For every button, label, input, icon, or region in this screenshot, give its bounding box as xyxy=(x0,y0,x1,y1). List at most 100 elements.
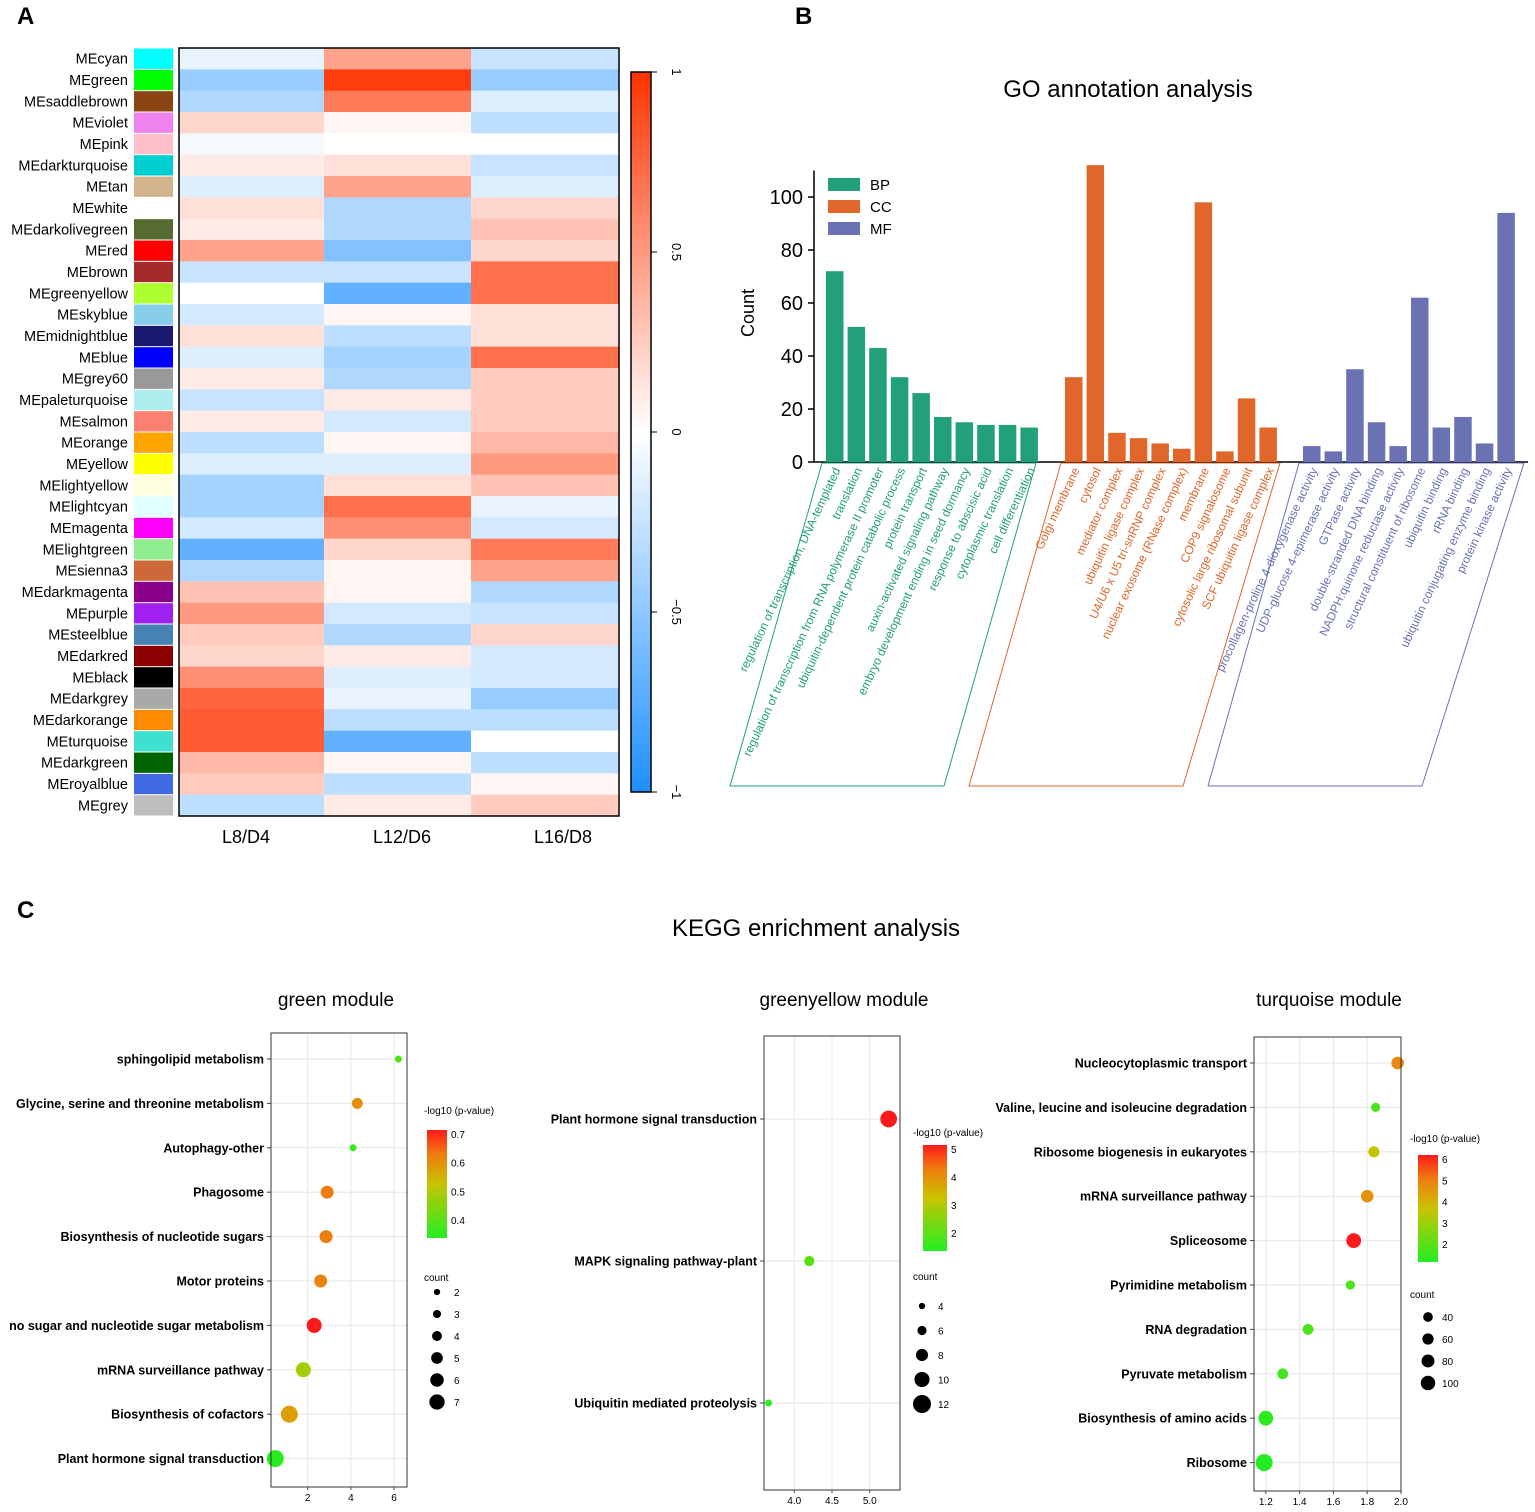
heatmap-cell xyxy=(179,517,325,540)
kegg-color-legend-tick: 5 xyxy=(951,1145,957,1156)
module-color-swatch xyxy=(134,240,173,261)
kegg-size-legend-label: 2 xyxy=(454,1288,460,1299)
kegg-plot: green module sphingolipid metabolism Glyci… xyxy=(9,990,494,1504)
go-bar xyxy=(1259,427,1277,462)
kegg-size-legend-dot xyxy=(432,1331,442,1341)
heatmap-cell xyxy=(179,773,325,796)
kegg-color-legend-bar xyxy=(1418,1155,1438,1262)
heatmap-row-label: MEorange xyxy=(61,436,128,452)
heatmap-cell xyxy=(324,538,472,561)
heatmap-cell xyxy=(179,666,325,689)
module-color-swatch xyxy=(134,453,173,475)
heatmap-column-label: L8/D4 xyxy=(222,827,270,847)
kegg-pathway-label: Valine, leucine and isoleucine degradati… xyxy=(996,1101,1247,1115)
heatmap-cell xyxy=(471,453,620,476)
heatmap-cell xyxy=(471,474,620,497)
kegg-size-legend-dot xyxy=(430,1373,444,1387)
heatmap-row-label: MEbrown xyxy=(67,265,128,281)
heatmap-cell xyxy=(471,176,620,198)
heatmap-column-label: L16/D8 xyxy=(534,827,592,847)
kegg-size-legend-title: count xyxy=(424,1273,449,1284)
heatmap-row-label: MEblue xyxy=(79,350,128,366)
module-color-swatch xyxy=(134,688,173,709)
heatmap-cell xyxy=(471,197,620,220)
kegg-size-legend-label: 100 xyxy=(1442,1379,1459,1390)
heatmap-row-label: MEgreenyellow xyxy=(29,286,129,302)
kegg-size-legend-dot xyxy=(1423,1312,1433,1322)
go-bar xyxy=(998,424,1017,462)
heatmap-row-label: MEdarkgrey xyxy=(50,692,129,708)
go-bar xyxy=(1432,427,1451,462)
heatmap-cell xyxy=(324,666,472,689)
go-chart-title: GO annotation analysis xyxy=(1003,76,1252,103)
heatmap-cell xyxy=(324,282,472,305)
heatmap-colorbar-gradient xyxy=(630,71,652,793)
heatmap-cell xyxy=(179,752,325,774)
heatmap-cell xyxy=(471,282,620,305)
module-color-swatch xyxy=(134,517,173,539)
heatmap-cell xyxy=(179,688,325,710)
go-bar xyxy=(1389,446,1407,462)
kegg-x-tick-label: 4 xyxy=(348,1493,354,1504)
module-color-swatch xyxy=(134,133,173,155)
kegg-color-legend-tick: 0.5 xyxy=(451,1187,465,1198)
kegg-plot-title: greenyellow module xyxy=(760,990,929,1011)
go-bar xyxy=(826,271,844,462)
kegg-size-legend-dot xyxy=(913,1395,931,1413)
kegg-plot-title: green module xyxy=(278,990,394,1011)
heatmap-cell xyxy=(471,304,620,326)
heatmap-frame xyxy=(178,47,620,817)
heatmap-cell xyxy=(324,304,472,326)
heatmap-cell xyxy=(179,709,325,732)
module-color-swatch xyxy=(134,325,173,347)
kegg-size-legend-title: count xyxy=(1410,1290,1435,1301)
heatmap-row-label: MEblack xyxy=(72,670,128,686)
module-color-swatch xyxy=(134,48,173,69)
kegg-point xyxy=(804,1255,815,1267)
heatmap-cell xyxy=(179,197,325,220)
kegg-color-legend-tick: 3 xyxy=(1442,1219,1448,1230)
kegg-pathway-label: Plant hormone signal transduction xyxy=(551,1113,757,1127)
kegg-color-legend-title: -log10 (p-value) xyxy=(424,1106,494,1117)
kegg-size-legend-dot xyxy=(432,1309,442,1319)
heatmap-cell xyxy=(471,48,620,70)
heatmap-row-label: MEsaddlebrown xyxy=(24,94,128,110)
heatmap-cell xyxy=(324,624,472,646)
heatmap-colorbar: 1 0.5 0 −0.5 −1 xyxy=(630,68,684,799)
heatmap-cell xyxy=(471,69,620,92)
heatmap-cell xyxy=(324,453,472,476)
heatmap-cell xyxy=(324,730,472,753)
kegg-color-legend-tick: 2 xyxy=(1442,1240,1448,1251)
heatmap-cell xyxy=(471,261,620,284)
heatmap-row-label: MEviolet xyxy=(72,116,128,132)
go-bar xyxy=(1454,416,1472,462)
kegg-size-legend-label: 7 xyxy=(454,1398,460,1409)
kegg-point xyxy=(880,1110,898,1128)
kegg-size-legend-dot xyxy=(915,1348,929,1362)
heatmap-cell xyxy=(324,474,472,497)
kegg-point xyxy=(1368,1146,1380,1158)
go-legend-label: CC xyxy=(870,199,892,216)
kegg-point xyxy=(349,1144,357,1152)
heatmap-cell xyxy=(471,794,620,817)
heatmap-cell xyxy=(179,304,325,326)
kegg-pathway-label: Plant hormone signal transduction xyxy=(58,1452,264,1466)
heatmap-cell xyxy=(179,325,325,348)
kegg-color-legend-title: -log10 (p-value) xyxy=(1410,1134,1480,1145)
go-legend-swatch xyxy=(828,178,860,191)
kegg-color-legend-bar xyxy=(427,1130,447,1238)
go-bar xyxy=(1411,297,1429,462)
kegg-color-legend-tick: 4 xyxy=(1442,1198,1448,1209)
kegg-color-legend-title: -log10 (p-value) xyxy=(913,1128,983,1139)
heatmap-row-label: MEtan xyxy=(86,180,128,196)
heatmap-cell xyxy=(324,517,472,540)
kegg-pathway-label: mRNA surveillance pathway xyxy=(1080,1190,1247,1204)
module-color-swatch xyxy=(134,795,173,816)
module-color-swatch xyxy=(134,69,173,91)
module-trait-heatmap: MEcyan MEgreen MEsaddlebrown MEviolet MEpink… xyxy=(11,47,620,847)
kegg-x-tick-label: 2.0 xyxy=(1394,1497,1408,1508)
go-bar xyxy=(1324,451,1343,462)
kegg-x-tick-label: 1.4 xyxy=(1293,1497,1307,1508)
kegg-point xyxy=(306,1317,322,1333)
heatmap-row-label: MEdarkred xyxy=(57,649,128,665)
